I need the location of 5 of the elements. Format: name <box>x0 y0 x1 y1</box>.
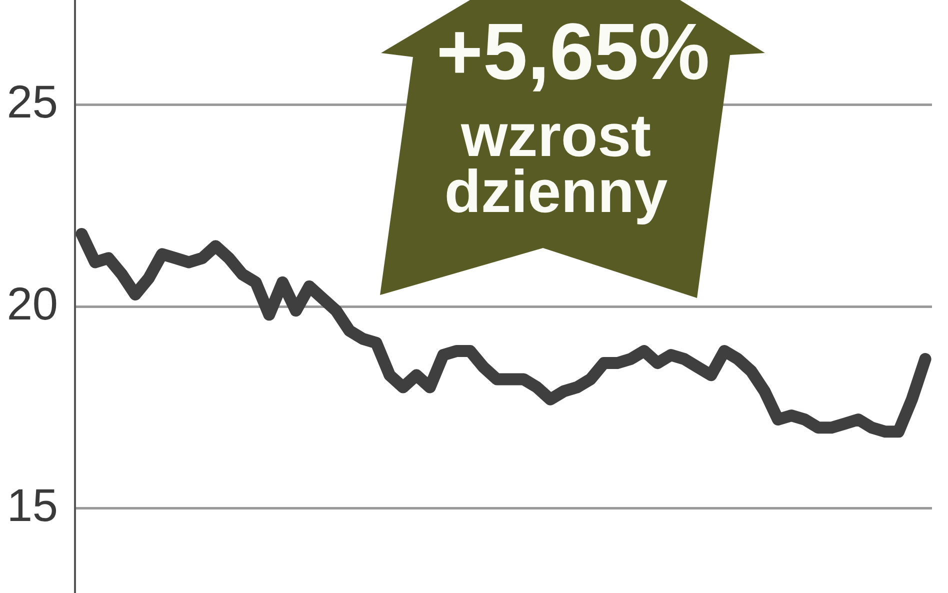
y-tick-label: 15 <box>6 478 58 531</box>
annotation: wzrost dzienny <box>443 102 669 225</box>
annotation: +5,65% <box>435 7 711 96</box>
y-tick-label: 25 <box>6 76 58 128</box>
y-tick-label: 20 <box>6 277 58 330</box>
